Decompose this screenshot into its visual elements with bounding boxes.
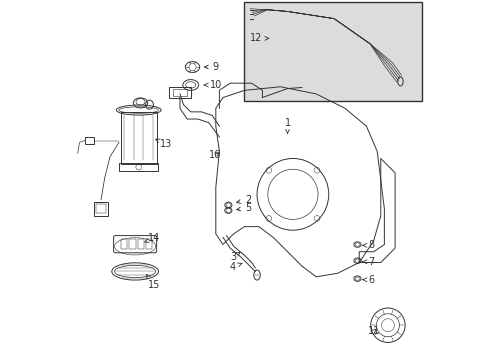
- Text: 10: 10: [203, 80, 222, 90]
- Text: 11: 11: [366, 326, 379, 336]
- Text: 7: 7: [362, 257, 374, 267]
- Bar: [145, 239, 152, 249]
- Text: 9: 9: [204, 62, 219, 72]
- Text: 1: 1: [284, 118, 290, 134]
- Text: 5: 5: [236, 203, 251, 213]
- Text: 15: 15: [146, 275, 160, 290]
- FancyBboxPatch shape: [244, 3, 421, 101]
- Text: 6: 6: [362, 275, 374, 285]
- Text: 12: 12: [250, 33, 268, 43]
- Bar: [94, 202, 108, 216]
- Bar: [169, 87, 190, 98]
- Text: 8: 8: [362, 240, 374, 250]
- FancyBboxPatch shape: [113, 235, 156, 253]
- Text: 2: 2: [236, 195, 251, 205]
- Text: 3: 3: [229, 252, 240, 262]
- Text: 13: 13: [155, 139, 171, 149]
- Bar: [129, 239, 135, 249]
- Text: 4: 4: [229, 262, 242, 272]
- Bar: [119, 163, 158, 171]
- Bar: [96, 204, 105, 213]
- Bar: [85, 137, 94, 144]
- Bar: [172, 89, 187, 96]
- Bar: [121, 239, 127, 249]
- Text: 14: 14: [144, 233, 160, 243]
- Text: 16: 16: [208, 150, 221, 160]
- Bar: [121, 112, 156, 164]
- Bar: [137, 239, 143, 249]
